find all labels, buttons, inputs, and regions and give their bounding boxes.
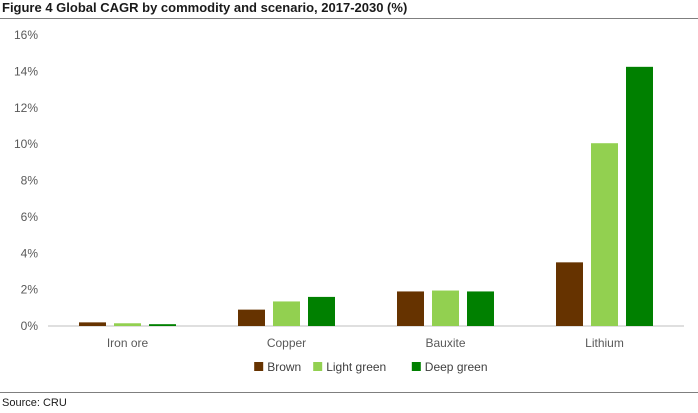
legend-label: Brown [267,360,301,374]
bar-lithium-light-green [591,143,618,326]
legend-swatch [411,362,421,371]
legend-swatch [254,362,264,371]
legend-swatch [313,362,323,371]
legend-item: Brown [254,360,301,374]
y-tick-label: 16% [14,28,38,42]
bar-copper-deep-green [308,296,335,326]
bar-copper-brown [238,309,265,326]
legend: Brown Light green Deep green [254,360,488,374]
source-note: Source: CRU [2,397,67,409]
bar-bauxite-deep-green [467,291,494,326]
x-category-label: Copper [267,336,306,350]
footer-divider [0,392,698,393]
legend-label: Deep green [425,360,488,374]
bar-bauxite-light-green [432,290,459,326]
chart-title: Figure 4 Global CAGR by commodity and sc… [2,0,408,15]
x-category-label: Bauxite [425,336,465,350]
y-tick-label: 12% [14,101,38,115]
x-axis: Iron ore Copper Bauxite Lithium [107,336,624,350]
bars [79,66,653,326]
legend-item: Light green [313,360,386,374]
title-divider [0,18,698,19]
y-tick-label: 6% [21,210,39,224]
legend-label: Light green [326,360,386,374]
y-tick-label: 2% [21,283,39,297]
bar-chart: 0% 2% 4% 6% 8% 10% 12% 14% 16% Iron ore Copper Bau… [14,28,684,374]
y-tick-label: 4% [21,246,39,260]
bar-iron-ore-light-green [114,323,141,326]
y-tick-label: 10% [14,137,38,151]
bar-lithium-deep-green [626,66,653,326]
legend-item: Deep green [411,360,488,374]
y-tick-label: 8% [21,174,39,188]
x-category-label: Iron ore [107,336,149,350]
y-axis: 0% 2% 4% 6% 8% 10% 12% 14% 16% [14,28,38,333]
bar-lithium-brown [556,262,583,326]
y-tick-label: 14% [14,64,38,78]
bar-iron-ore-deep-green [149,324,176,326]
bar-iron-ore-brown [79,322,106,326]
x-category-label: Lithium [585,336,624,350]
bar-copper-light-green [273,301,300,326]
bar-bauxite-brown [397,291,424,326]
y-tick-label: 0% [21,319,39,333]
